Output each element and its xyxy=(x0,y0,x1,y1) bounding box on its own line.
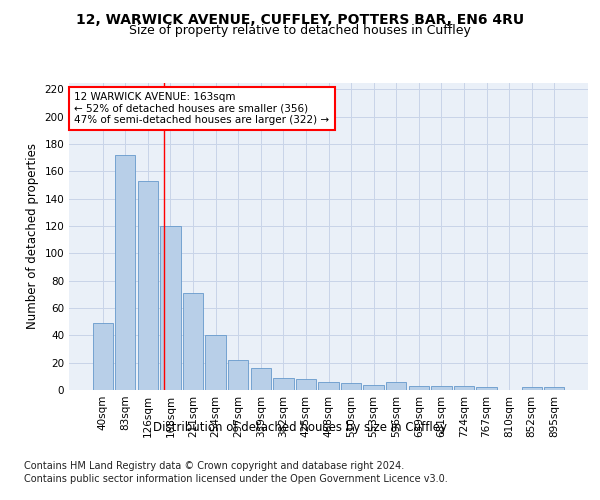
Bar xyxy=(364,384,384,390)
Y-axis label: Number of detached properties: Number of detached properties xyxy=(26,143,39,329)
Text: 12 WARWICK AVENUE: 163sqm
← 52% of detached houses are smaller (356)
47% of semi: 12 WARWICK AVENUE: 163sqm ← 52% of detac… xyxy=(74,92,329,125)
Bar xyxy=(431,386,452,390)
Bar xyxy=(454,386,474,390)
Bar xyxy=(296,379,316,390)
Text: Distribution of detached houses by size in Cuffley: Distribution of detached houses by size … xyxy=(153,421,447,434)
Text: Contains public sector information licensed under the Open Government Licence v3: Contains public sector information licen… xyxy=(24,474,448,484)
Bar xyxy=(251,368,271,390)
Bar xyxy=(92,323,113,390)
Text: Size of property relative to detached houses in Cuffley: Size of property relative to detached ho… xyxy=(129,24,471,37)
Bar xyxy=(183,293,203,390)
Bar xyxy=(544,388,565,390)
Bar xyxy=(228,360,248,390)
Bar xyxy=(386,382,406,390)
Bar xyxy=(273,378,293,390)
Bar xyxy=(341,383,361,390)
Bar xyxy=(115,155,136,390)
Bar xyxy=(521,388,542,390)
Bar xyxy=(409,386,429,390)
Bar xyxy=(319,382,338,390)
Text: Contains HM Land Registry data © Crown copyright and database right 2024.: Contains HM Land Registry data © Crown c… xyxy=(24,461,404,471)
Bar xyxy=(160,226,181,390)
Bar xyxy=(476,388,497,390)
Text: 12, WARWICK AVENUE, CUFFLEY, POTTERS BAR, EN6 4RU: 12, WARWICK AVENUE, CUFFLEY, POTTERS BAR… xyxy=(76,12,524,26)
Bar xyxy=(205,336,226,390)
Bar xyxy=(138,181,158,390)
